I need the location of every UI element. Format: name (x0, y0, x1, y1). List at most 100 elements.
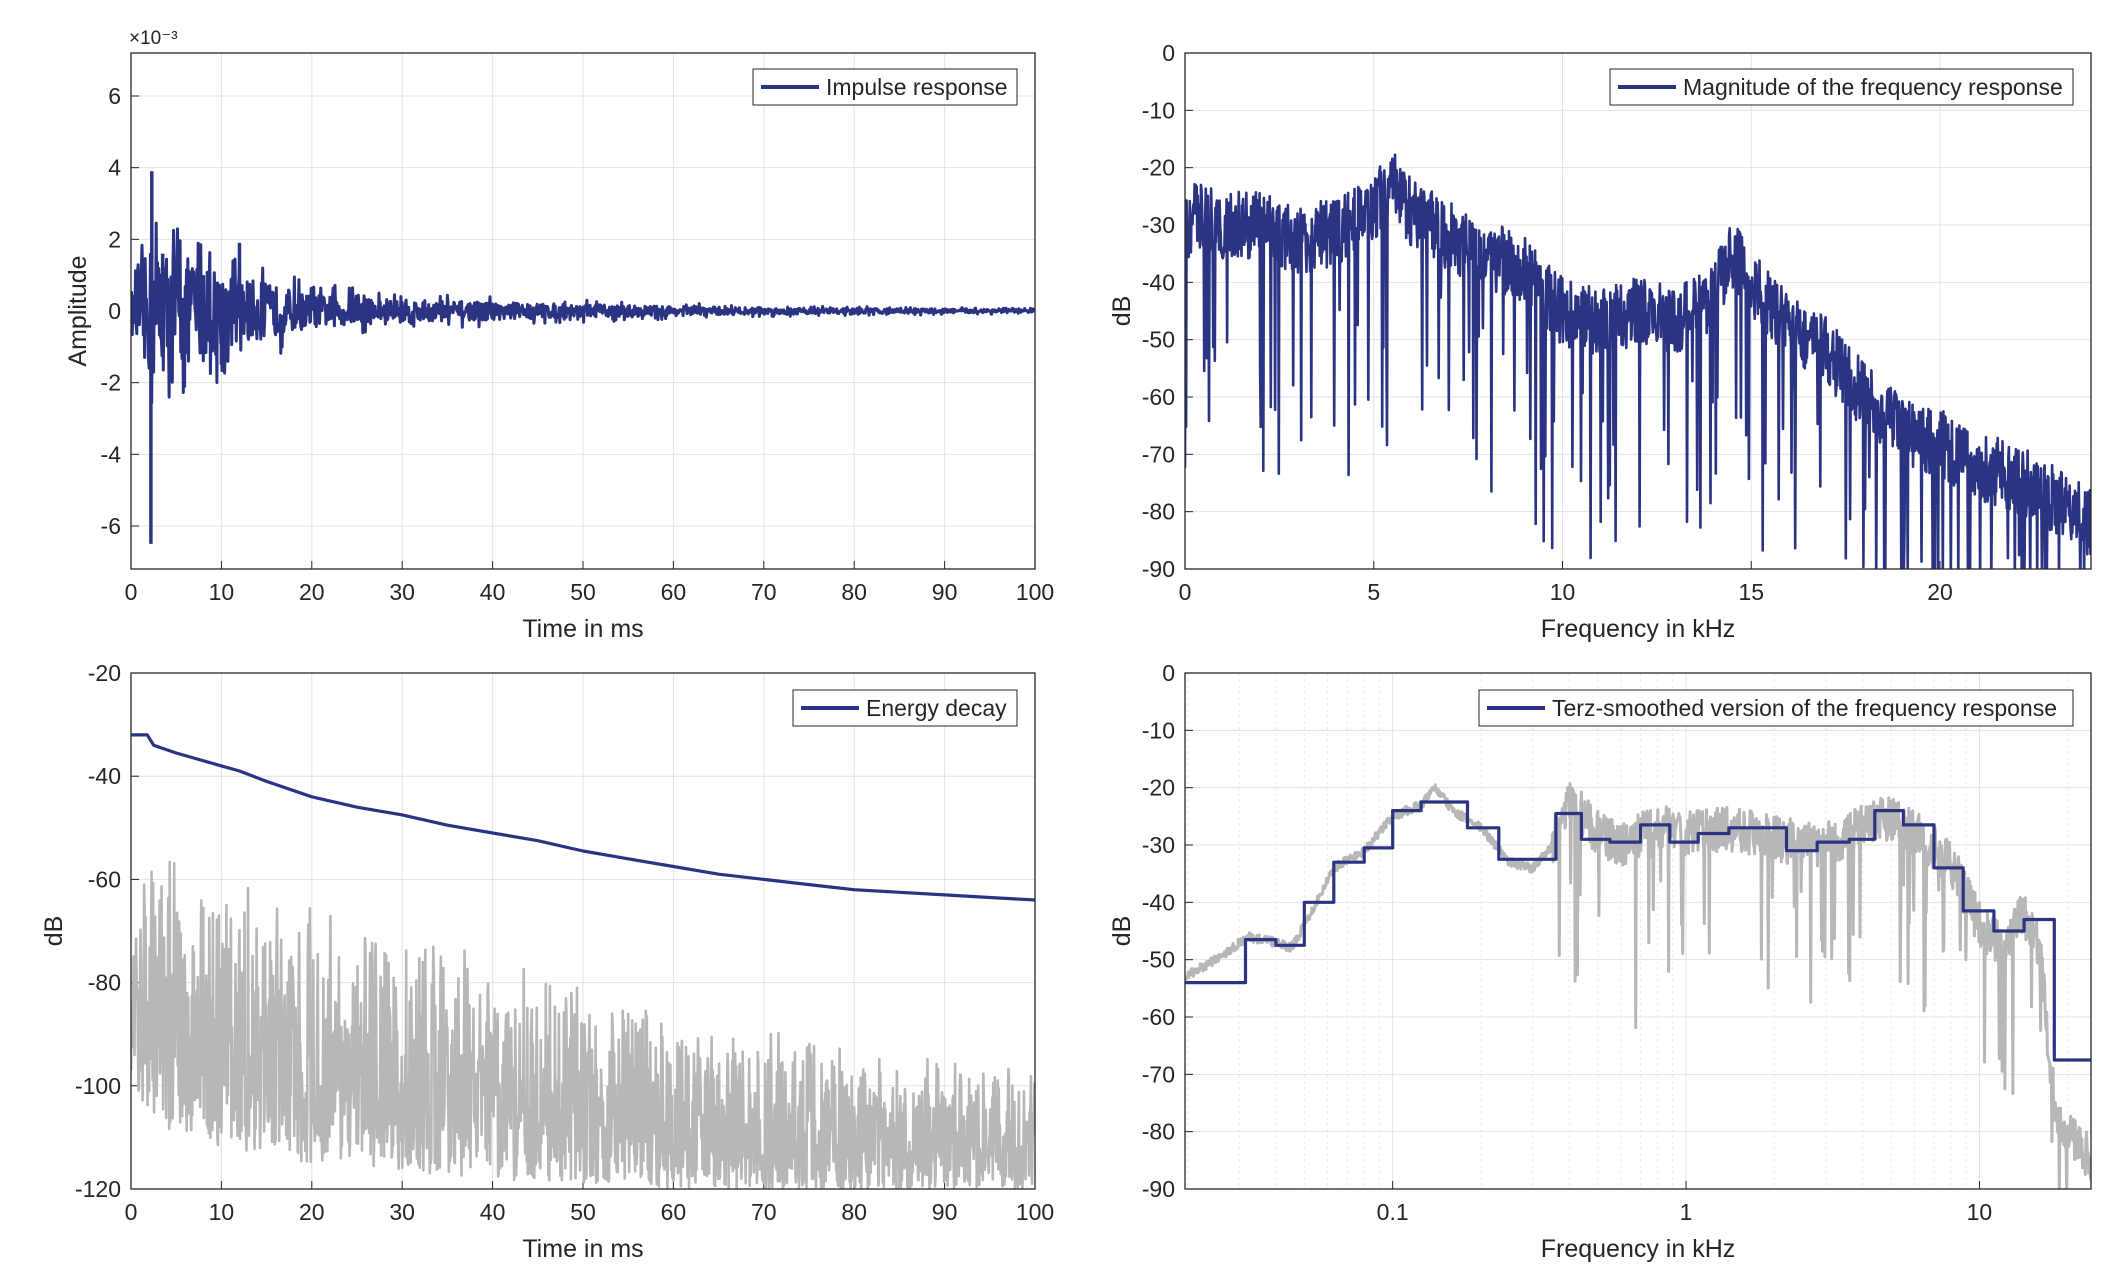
x-tick-labels: 0 10 20 30 40 50 60 70 80 90 100 (125, 579, 1055, 605)
magnitude-response-line (1185, 153, 2091, 569)
x-tick-label: 30 (389, 579, 415, 605)
y-tick-label: -10 (1142, 97, 1175, 123)
y-tick-labels: 0 -10 -20 -30 -40 -50 -60 -70 -80 -90 (1142, 40, 1175, 582)
y-tick-label: -90 (1142, 1176, 1175, 1202)
y-tick-label: 0 (1162, 660, 1175, 686)
x-tick-label: 50 (570, 1199, 596, 1225)
x-tick-label: 10 (1967, 1199, 1993, 1225)
y-tick-label: 6 (108, 83, 121, 109)
y-tick-label: -50 (1142, 327, 1175, 353)
legend-box (1609, 68, 2074, 106)
x-tick-label: 60 (661, 579, 687, 605)
y-tick-label: -6 (101, 513, 121, 539)
axes-box (1184, 52, 2092, 570)
data-series (131, 171, 1035, 544)
y-tick-label: -100 (75, 1073, 121, 1099)
y-tick-label: -120 (75, 1176, 121, 1202)
legend-box (1478, 689, 2074, 727)
x-axis-label: Frequency in kHz (1541, 615, 1736, 643)
x-tick-label: 80 (841, 579, 867, 605)
legend-label: Energy decay (866, 695, 1007, 721)
impulse-response-panel: 0 10 20 30 40 50 60 70 80 90 100 -6 -4 -2 0 2 4 6 Time i… (64, 28, 1054, 643)
y-tick-label: 2 (108, 226, 121, 252)
y-axis-exponent: ×10⁻³ (129, 28, 178, 49)
x-tick-label: 40 (480, 1199, 506, 1225)
x-axis-label: Frequency in kHz (1541, 1235, 1736, 1263)
legend-label: Magnitude of the frequency response (1683, 74, 2063, 100)
y-tick-label: -60 (1142, 384, 1175, 410)
x-tick-label: 100 (1016, 579, 1054, 605)
impulse-response-line (131, 221, 1035, 405)
legend-label: Impulse response (826, 74, 1008, 100)
y-tick-label: -80 (88, 970, 121, 996)
legend: Magnitude of the frequency response (1609, 68, 2074, 106)
plot-area (1185, 673, 2091, 1189)
legend: Terz-smoothed version of the frequency r… (1478, 689, 2074, 727)
y-tick-label: 0 (1162, 40, 1175, 66)
x-tick-label: 70 (751, 579, 777, 605)
y-axis-label: dB (1108, 916, 1136, 947)
y-tick-label: -30 (1142, 832, 1175, 858)
y-tick-label: -2 (101, 370, 121, 396)
x-tick-label: 50 (570, 579, 596, 605)
legend: Energy decay (792, 689, 1018, 727)
y-axis-label: Amplitude (64, 255, 92, 366)
x-tick-label: 0 (125, 579, 138, 605)
energy-trace-line (131, 860, 1035, 1189)
x-tick-label: 10 (1550, 579, 1576, 605)
y-tick-label: -40 (1142, 889, 1175, 915)
y-tick-label: -4 (101, 441, 122, 467)
secondary-series (131, 860, 1035, 1189)
data-series (1185, 800, 2091, 1062)
x-tick-label: 30 (389, 1199, 415, 1225)
data-series (131, 733, 1035, 902)
x-tick-label: 0.1 (1377, 1199, 1409, 1225)
x-tick-label: 20 (299, 579, 325, 605)
data-series (1185, 153, 2091, 569)
x-tick-label: 20 (299, 1199, 325, 1225)
y-tick-label: -20 (1142, 775, 1175, 801)
y-tick-label: -60 (88, 866, 121, 892)
y-tick-label: -70 (1142, 441, 1175, 467)
legend: Impulse response (752, 68, 1018, 106)
y-tick-label: -20 (1142, 155, 1175, 181)
energy-decay-panel: 0 10 20 30 40 50 60 70 80 90 100 -20-40-60-80-100-… (40, 660, 1054, 1263)
x-tick-label: 0 (1179, 579, 1192, 605)
y-tick-label: -40 (1142, 269, 1175, 295)
secondary-series (1185, 782, 2091, 1189)
y-tick-labels: -6 -4 -2 0 2 4 6 (101, 83, 122, 539)
x-tick-label: 90 (932, 579, 958, 605)
x-tick-labels: 0.1 1 10 (1377, 1199, 1993, 1225)
y-tick-label: 0 (108, 298, 121, 324)
y-tick-label: -30 (1142, 212, 1175, 238)
y-tick-label: -80 (1142, 499, 1175, 525)
x-tick-label: 40 (480, 579, 506, 605)
x-axis-label: Time in ms (522, 1235, 643, 1263)
y-tick-label: -70 (1142, 1061, 1175, 1087)
terz-smoothed-panel: 0.1 1 10 0 -10 -20 -30 -40 -50 -60 -70 -80 -90 Freq… (1108, 660, 2092, 1263)
y-tick-labels: -20 -40 -60 -80 -100 -120 (75, 660, 121, 1202)
y-tick-label: -60 (1142, 1004, 1175, 1030)
unsmoothed-response-line (1185, 782, 2091, 1189)
x-tick-label: 80 (841, 1199, 867, 1225)
y-tick-labels: 0 -10 -20 -30 -40 -50 -60 -70 -80 -90 (1142, 660, 1175, 1202)
legend-label: Terz-smoothed version of the frequency r… (1552, 695, 2057, 721)
x-tick-label: 90 (932, 1199, 958, 1225)
x-tick-label: 100 (1016, 1199, 1054, 1225)
x-tick-label: 10 (209, 1199, 235, 1225)
x-tick-label: 0 (125, 1199, 138, 1225)
energy-decay-line (131, 733, 1035, 902)
axes-box (1184, 672, 2092, 1190)
x-tick-labels: 0 10 20 30 40 50 60 70 80 90 100 (125, 1199, 1055, 1225)
axes-box (130, 52, 1036, 570)
x-tick-label: 20 (1927, 579, 1953, 605)
y-tick-label: -90 (1142, 556, 1175, 582)
y-tick-label: -50 (1142, 947, 1175, 973)
y-tick-label: -10 (1142, 717, 1175, 743)
x-tick-labels: 0 5 10 15 20 (1179, 579, 1953, 605)
y-tick-label: -40 (88, 763, 121, 789)
y-tick-label: -80 (1142, 1119, 1175, 1145)
x-tick-label: 5 (1367, 579, 1380, 605)
terz-smoothed-line (1185, 800, 2091, 1062)
